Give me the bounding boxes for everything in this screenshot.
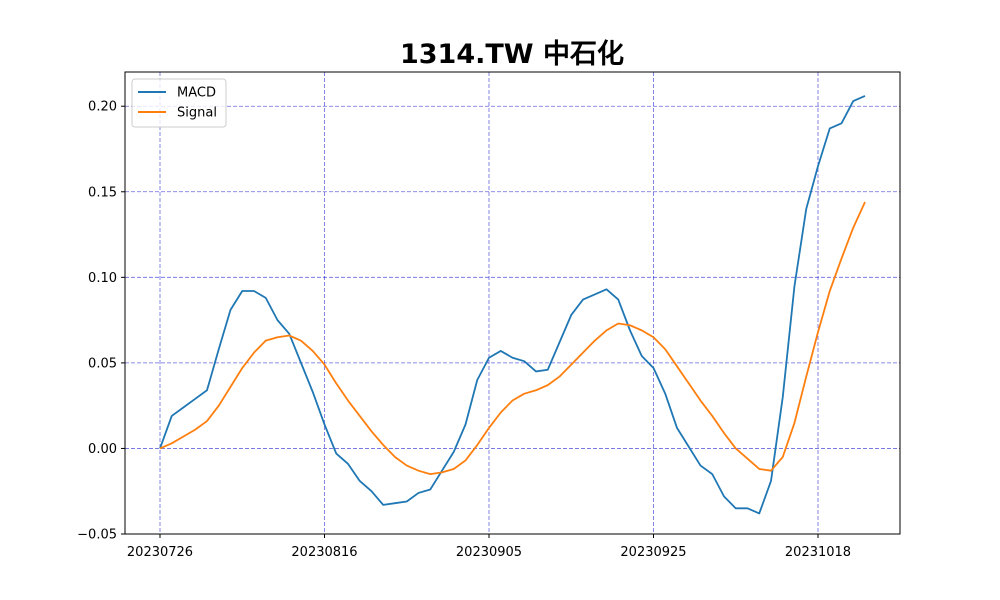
x-tick-label: 20230816 xyxy=(291,545,357,560)
y-tick-label: 0.20 xyxy=(88,100,117,115)
y-tick-label: 0.00 xyxy=(88,442,117,457)
y-tick-label: 0.10 xyxy=(88,271,117,286)
x-tick-label: 20230905 xyxy=(456,545,522,560)
legend-label-macd: MACD xyxy=(177,86,216,101)
y-tick-label: −0.05 xyxy=(77,528,117,543)
y-tick-label: 0.05 xyxy=(88,356,117,371)
x-tick-label: 20230925 xyxy=(620,545,686,560)
y-tick-label: 0.15 xyxy=(88,185,117,200)
x-tick-label: 20230726 xyxy=(127,545,193,560)
axis-ticks: −0.05 0.00 0.05 0.10 0.15 0.20 20230726 2023081… xyxy=(77,100,851,560)
series-line-signal xyxy=(159,201,866,476)
series-line-macd xyxy=(159,95,866,515)
chart-title: 1314.TW 中石化 xyxy=(400,39,624,70)
grid xyxy=(125,72,900,535)
legend: MACD Signal xyxy=(131,78,227,128)
x-tick-label: 20231018 xyxy=(785,545,851,560)
plot-frame xyxy=(124,71,901,535)
series-lines xyxy=(159,95,866,515)
legend-label-signal: Signal xyxy=(177,106,217,121)
